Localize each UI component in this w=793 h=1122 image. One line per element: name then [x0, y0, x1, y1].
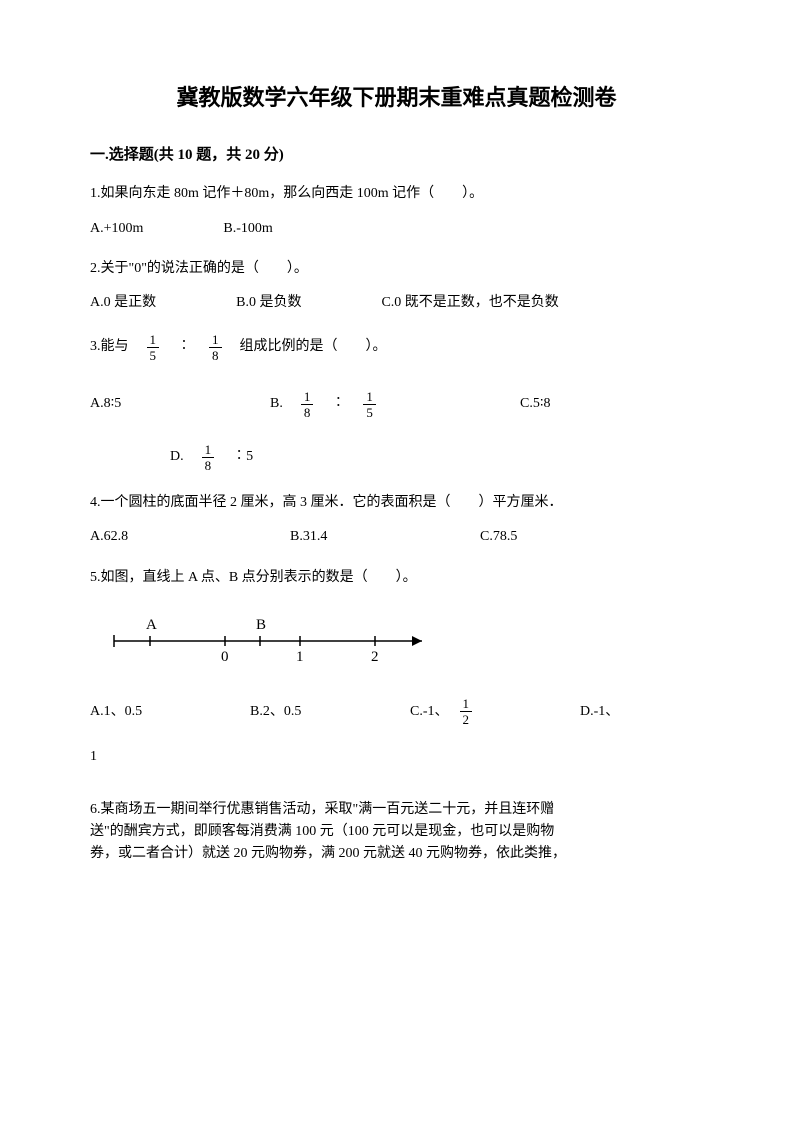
q3-option-a: A.8∶5: [90, 393, 270, 415]
q3-option-b: B. 1 8 ∶ 1 5: [270, 390, 520, 419]
page-title: 冀教版数学六年级下册期末重难点真题检测卷: [90, 80, 703, 115]
frac-den: 5: [363, 405, 376, 419]
question-2: 2.关于"0"的说法正确的是（ ）。 A.0 是正数 B.0 是负数 C.0 既…: [90, 258, 703, 315]
q3-options-row1: A.8∶5 B. 1 8 ∶ 1 5 C.5∶8: [90, 390, 703, 419]
frac-num: 1: [202, 443, 215, 458]
frac-num: 1: [301, 390, 314, 405]
q2-option-a: A.0 是正数: [90, 292, 156, 314]
frac-num: 1: [209, 333, 222, 348]
question-1: 1.如果向东走 80m 记作＋80m，那么向西走 100m 记作（ ）。 A.+…: [90, 183, 703, 240]
frac-den: 8: [209, 348, 222, 362]
q4-option-a: A.62.8: [90, 526, 290, 548]
q3-suffix: 组成比例的是（ ）。: [226, 336, 387, 358]
frac-num: 1: [363, 390, 376, 405]
q1-option-b: B.-100m: [223, 218, 272, 240]
q3-mid: ∶: [163, 336, 205, 358]
q4-text: 4.一个圆柱的底面半径 2 厘米，高 3 厘米．它的表面积是（ ）平方厘米．: [90, 492, 703, 514]
frac-den: 2: [460, 712, 473, 726]
q4-option-b: B.31.4: [290, 526, 480, 548]
question-3: 3.能与 1 5 ∶ 1 8 组成比例的是（ ）。 A.8∶5 B. 1 8 ∶…: [90, 333, 703, 472]
q2-option-b: B.0 是负数: [236, 292, 301, 314]
q3-option-c: C.5∶8: [520, 393, 550, 415]
q5-options: A.1、0.5 B.2、0.5 C.-1、 1 2 D.-1、: [90, 697, 703, 726]
q5-c-fraction: 1 2: [460, 697, 473, 726]
frac-den: 8: [301, 405, 314, 419]
q5-option-b: B.2、0.5: [250, 701, 410, 723]
frac-den: 8: [202, 458, 215, 472]
q3-text: 3.能与 1 5 ∶ 1 8 组成比例的是（ ）。: [90, 333, 703, 362]
q3-d-fraction: 1 8: [202, 443, 215, 472]
q2-option-c: C.0 既不是正数，也不是负数: [381, 292, 558, 314]
question-5: 5.如图，直线上 A 点、B 点分别表示的数是（ ）。 AB012 A.1、0.…: [90, 567, 703, 769]
section-1-header: 一.选择题(共 10 题，共 20 分): [90, 143, 703, 167]
frac-den: 5: [147, 348, 160, 362]
q3-fraction-1: 1 5: [147, 333, 160, 362]
frac-num: 1: [147, 333, 160, 348]
svg-text:A: A: [146, 617, 157, 633]
frac-num: 1: [460, 697, 473, 712]
q2-text: 2.关于"0"的说法正确的是（ ）。: [90, 258, 703, 280]
q4-option-c: C.78.5: [480, 526, 517, 548]
q5-text: 5.如图，直线上 A 点、B 点分别表示的数是（ ）。: [90, 567, 703, 589]
question-6: 6.某商场五一期间举行优惠销售活动，采取"满一百元送二十元，并且连环赠 送"的酬…: [90, 799, 703, 866]
q3-b-prefix: B.: [270, 393, 297, 415]
q5-c-prefix: C.-1、: [410, 701, 456, 723]
q6-line3: 券，或二者合计）就送 20 元购物券，满 200 元就送 40 元购物券，依此类…: [90, 843, 703, 865]
q6-line1: 6.某商场五一期间举行优惠销售活动，采取"满一百元送二十元，并且连环赠: [90, 799, 703, 821]
q5-trailing: 1: [90, 746, 703, 768]
svg-text:B: B: [256, 617, 266, 633]
number-line-svg: A B 0 1 2: [110, 605, 430, 665]
q5-option-c: C.-1、 1 2: [410, 697, 580, 726]
q3-options-row2: D. 1 8 ∶5: [170, 443, 703, 472]
q4-options: A.62.8 B.31.4 C.78.5: [90, 526, 703, 548]
q1-options: A.+100m B.-100m: [90, 218, 703, 240]
q3-b-fraction-1: 1 8: [301, 390, 314, 419]
svg-text:2: 2: [371, 649, 379, 665]
q5-option-d: D.-1、: [580, 701, 619, 723]
q3-b-fraction-2: 1 5: [363, 390, 376, 419]
svg-text:0: 0: [221, 649, 229, 665]
q6-line2: 送"的酬宾方式，即顾客每消费满 100 元（100 元可以是现金，也可以是购物: [90, 821, 703, 843]
question-4: 4.一个圆柱的底面半径 2 厘米，高 3 厘米．它的表面积是（ ）平方厘米． A…: [90, 492, 703, 549]
q3-d-prefix: D.: [170, 446, 198, 468]
q3-d-suffix: ∶5: [218, 446, 253, 468]
q1-option-a: A.+100m: [90, 218, 143, 240]
q1-text: 1.如果向东走 80m 记作＋80m，那么向西走 100m 记作（ ）。: [90, 183, 703, 205]
svg-text:1: 1: [296, 649, 304, 665]
q3-b-mid: ∶: [317, 393, 359, 415]
q3-prefix: 3.能与: [90, 336, 143, 358]
q5-number-line-diagram: A B 0 1 2: [110, 605, 703, 673]
q2-options: A.0 是正数 B.0 是负数 C.0 既不是正数，也不是负数: [90, 292, 703, 314]
q5-option-a: A.1、0.5: [90, 701, 250, 723]
q3-option-d: D. 1 8 ∶5: [170, 443, 253, 472]
q3-fraction-2: 1 8: [209, 333, 222, 362]
